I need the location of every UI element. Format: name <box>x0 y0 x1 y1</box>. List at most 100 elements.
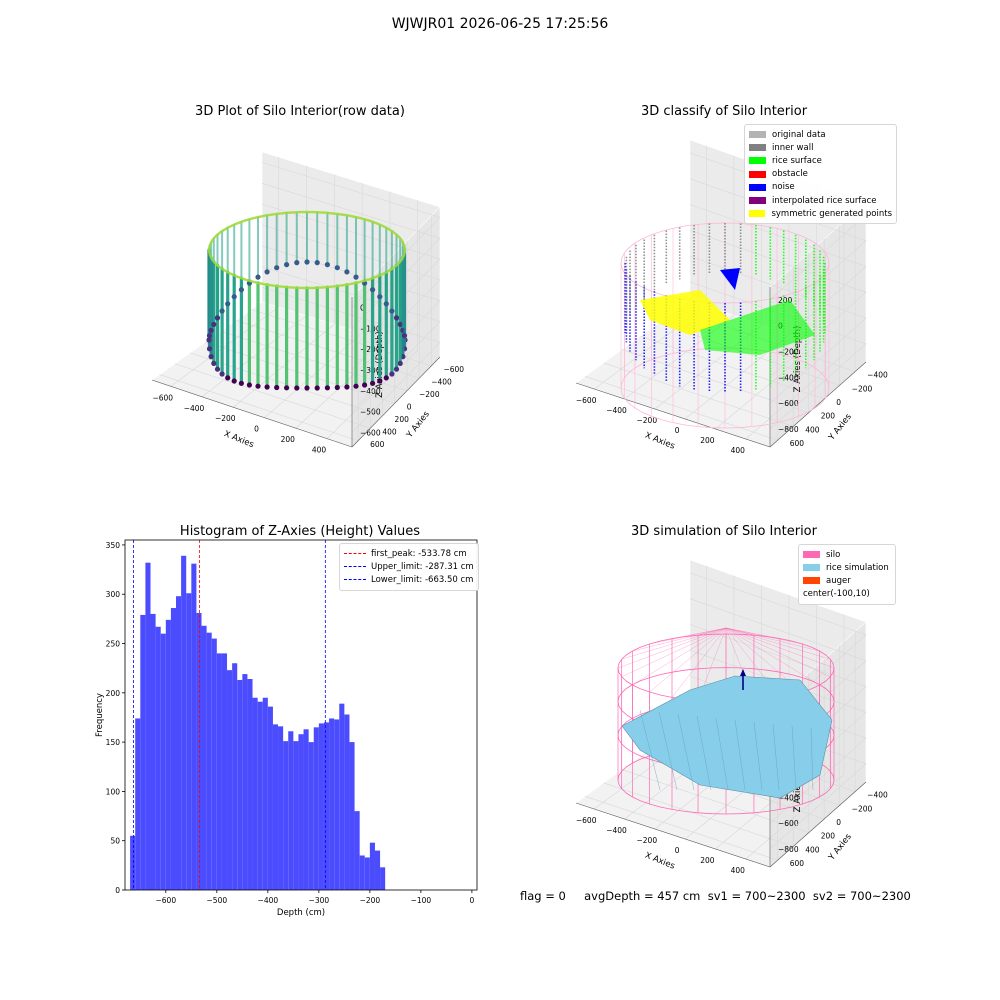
p2-xtick-label: 0 <box>675 426 680 435</box>
legend-entry: first_peak: -533.78 cm <box>344 547 474 560</box>
p1-ytick-label: 200 <box>395 415 410 424</box>
histogram-bar <box>176 596 182 890</box>
y-tick-label: 0 <box>115 886 120 895</box>
p4-ztick-label: −400 <box>778 793 799 802</box>
legend-entry: rice simulation <box>803 561 891 574</box>
histogram-bar <box>349 742 355 890</box>
p1-bottom-point <box>219 308 225 314</box>
panel2-legend: original data inner wall rice surface obsta… <box>744 124 897 225</box>
p1-bottom-point <box>206 337 212 343</box>
p1-bottom-point <box>211 321 217 327</box>
p4-ytick-label: 400 <box>805 845 820 854</box>
p1-ytick-label: 600 <box>370 440 385 449</box>
figure-title: WJWJR01 2026-06-25 17:25:56 <box>391 16 609 32</box>
histogram-bar <box>293 741 299 890</box>
p1-ztick-label: −600 <box>360 428 381 437</box>
p2-gridline-z <box>689 230 867 378</box>
p2-y-axis <box>769 361 867 448</box>
histogram-bar <box>140 614 146 890</box>
y-tick-label: 250 <box>106 640 121 649</box>
p4-gridline-y <box>585 796 778 861</box>
rice-mesh-line <box>791 725 797 791</box>
p1-bottom-point <box>304 259 310 265</box>
histogram-bar <box>272 724 279 890</box>
legend-label: interpolated rice surface <box>772 195 877 206</box>
legend-label: auger <box>826 575 851 586</box>
p2-ytick-label: −400 <box>867 371 888 380</box>
p1-bottom-point <box>214 366 221 372</box>
x-tick-label: 0 <box>470 896 475 905</box>
p1-bottom-point <box>238 380 244 386</box>
legend-swatch <box>749 131 766 139</box>
legend-entry: center(-100,10) <box>803 588 891 601</box>
p1-bottom-point <box>344 269 350 275</box>
p2-gridline-y <box>640 335 825 400</box>
p1-bottom-point <box>264 269 270 275</box>
p1-bottom-point <box>334 265 340 271</box>
p1-gridline-x <box>170 306 279 387</box>
p1-gridline-y <box>220 330 408 392</box>
p1-ytick-label: 400 <box>382 427 397 436</box>
panel3-legend: first_peak: -533.78 cm Upper_limit: -287.… <box>339 543 479 591</box>
rice-mesh-line <box>677 713 695 791</box>
p4-xtick-label: −200 <box>637 836 658 845</box>
p1-ztick-label: −500 <box>360 408 381 417</box>
legend-swatch <box>803 564 820 572</box>
histogram-bar <box>227 670 233 890</box>
histogram-bar <box>369 842 375 890</box>
y-axis-label: Frequency <box>95 693 105 737</box>
histogram-bar <box>196 612 202 890</box>
p1-ztick-label: −300 <box>360 366 381 375</box>
p4-xlabel: X Axies <box>643 851 676 872</box>
p2-zlabel: Z Axies (Depth) <box>793 326 803 393</box>
silo-roof-line <box>621 627 727 677</box>
p1-bottom-point <box>206 346 213 352</box>
p1-gridline-x <box>201 315 307 397</box>
legend-label: center(-100,10) <box>803 589 870 600</box>
p1-bottom-point <box>238 287 244 293</box>
p1-bottom-point <box>370 287 376 293</box>
x-tick-label: −500 <box>207 896 228 905</box>
legend-entry: interpolated rice surface <box>749 194 892 207</box>
histogram-bar <box>247 679 253 890</box>
histogram-bar <box>186 593 192 890</box>
legend-swatch <box>749 210 766 218</box>
legend-label: original data <box>772 129 826 140</box>
legend-entry: original data <box>749 128 892 141</box>
p1-bottom-point <box>231 294 237 300</box>
silo-roof-line <box>632 627 727 686</box>
p1-bottom-point <box>383 301 389 307</box>
p4-ytick-label: 200 <box>821 832 836 841</box>
p1-bottom-point <box>314 385 320 391</box>
legend-entry: obstacle <box>749 168 892 181</box>
y-tick-label: 350 <box>106 541 121 550</box>
p1-bottom-point <box>377 378 383 384</box>
p2-xtick-label: −200 <box>637 416 658 425</box>
legend-swatch <box>749 170 766 178</box>
histogram-bar <box>165 619 171 890</box>
histogram-bar <box>252 697 258 890</box>
legend-label: silo <box>826 549 841 560</box>
x-tick-label: −100 <box>411 896 432 905</box>
p2-xtick-label: −400 <box>606 406 627 415</box>
histogram-bar <box>145 562 151 890</box>
legend-entry: silo <box>803 548 891 561</box>
histogram-bar <box>308 742 314 890</box>
histogram-bar <box>242 674 248 890</box>
status-footer: flag = 0 avgDepth = 457 cm sv1 = 700~230… <box>520 889 911 903</box>
p2-ztick-label: −400 <box>778 373 799 382</box>
legend-label: inner wall <box>772 142 814 153</box>
histogram-bar <box>380 867 386 890</box>
p1-bottom-point <box>362 382 368 388</box>
histogram-bar <box>318 723 324 890</box>
y-tick-label: 200 <box>106 689 121 698</box>
histogram-bar <box>181 555 187 890</box>
legend-entry: Upper_limit: -287.31 cm <box>344 560 474 573</box>
legend-swatch <box>749 197 766 205</box>
p2-gridline-y <box>585 376 778 441</box>
rice-mesh-line <box>715 717 729 791</box>
histogram-bar <box>211 638 217 890</box>
silo-roof-line <box>649 627 727 693</box>
